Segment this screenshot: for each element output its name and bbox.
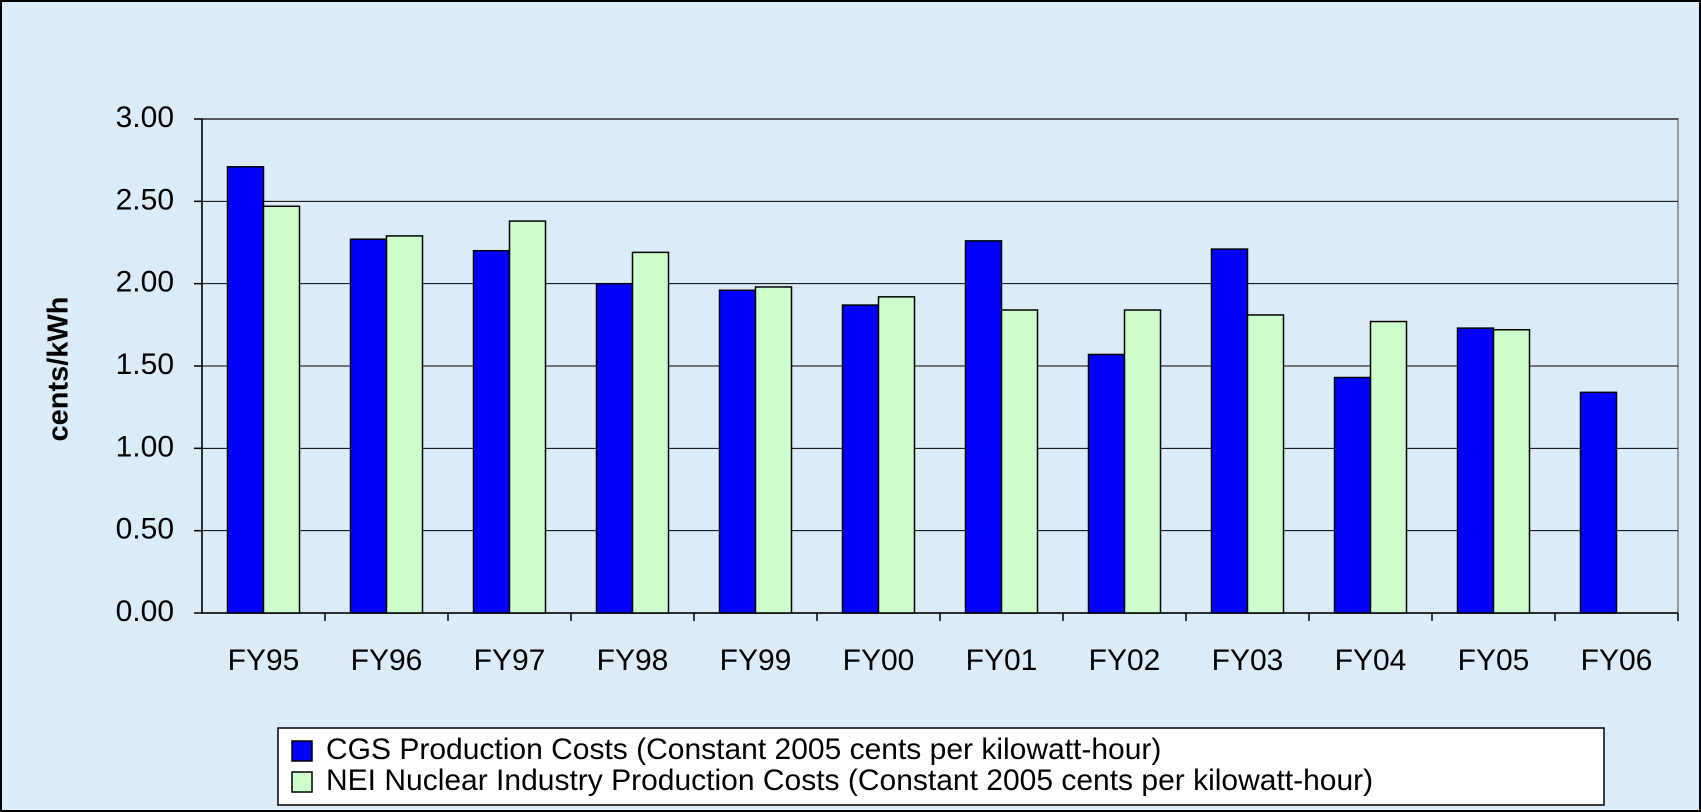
bar: [718, 289, 757, 614]
y-tick-label: 0.00: [116, 595, 174, 628]
x-tick-label: FY98: [597, 644, 669, 677]
x-tick-label: FY99: [720, 644, 792, 677]
bar: [631, 251, 670, 614]
legend-label: CGS Production Costs (Constant 2005 cent…: [326, 733, 1161, 766]
bar: [508, 220, 547, 614]
bar: [349, 238, 388, 614]
x-tick-label: FY01: [966, 644, 1038, 677]
legend-swatch: [291, 771, 313, 793]
bar: [595, 282, 634, 614]
bar: [1579, 391, 1618, 614]
x-tick-label: FY06: [1581, 644, 1653, 677]
bar: [964, 240, 1003, 614]
y-tick-label: 1.50: [116, 348, 174, 381]
bar: [754, 286, 793, 614]
legend-label: NEI Nuclear Industry Production Costs (C…: [326, 764, 1373, 797]
bar: [1456, 327, 1495, 614]
bar: [841, 304, 880, 614]
x-tick-label: FY03: [1212, 644, 1284, 677]
bar: [1492, 329, 1531, 614]
y-tick-label: 0.50: [116, 513, 174, 546]
bar: [1087, 353, 1126, 614]
bar: [1123, 309, 1162, 614]
bar: [472, 249, 511, 614]
bar: [226, 166, 265, 614]
x-tick-label: FY04: [1335, 644, 1407, 677]
bar: [262, 205, 301, 614]
y-tick-label: 1.00: [116, 430, 174, 463]
x-tick-label: FY97: [474, 644, 546, 677]
x-tick-label: FY96: [351, 644, 423, 677]
bar: [385, 235, 424, 614]
bar: [1210, 248, 1249, 614]
bar: [877, 296, 916, 614]
x-tick-label: FY05: [1458, 644, 1530, 677]
bar: [1369, 320, 1408, 614]
bar: [1246, 314, 1285, 614]
legend: [277, 727, 1605, 806]
y-axis-label: cents/kWh: [43, 296, 75, 441]
x-tick-label: FY95: [228, 644, 300, 677]
x-tick-label: FY02: [1089, 644, 1161, 677]
y-tick-label: 2.50: [116, 183, 174, 216]
bar: [1000, 309, 1039, 614]
y-tick-label: 3.00: [116, 101, 174, 134]
bar: [1333, 376, 1372, 614]
y-tick-label: 2.00: [116, 266, 174, 299]
legend-swatch: [291, 740, 313, 762]
x-tick-label: FY00: [843, 644, 915, 677]
